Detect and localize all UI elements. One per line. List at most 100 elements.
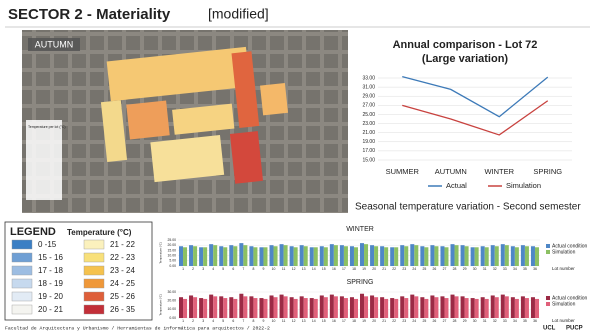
x-tick-label: 28 (453, 319, 457, 323)
map-block (230, 131, 263, 184)
bar (491, 245, 495, 266)
bar (249, 246, 253, 266)
bar (324, 247, 328, 266)
bar (360, 243, 364, 266)
bar (310, 298, 314, 318)
x-tick-label: 35 (523, 267, 527, 271)
bar (531, 246, 535, 266)
bar (280, 295, 284, 318)
legend-swatch (84, 279, 104, 288)
bar (511, 246, 515, 266)
x-tick-label: 11 (282, 319, 286, 323)
bar (430, 295, 434, 318)
x-tick-label: 29 (463, 319, 467, 323)
bar (394, 247, 398, 266)
bar (199, 247, 203, 266)
legend-label: 0 -15 (38, 240, 57, 249)
bar (481, 297, 485, 318)
bar (304, 246, 308, 266)
bar (465, 246, 469, 266)
legend-swatch (12, 253, 32, 262)
bar (223, 247, 227, 266)
bar (270, 295, 274, 318)
bar (263, 299, 267, 318)
x-tick-label: WINTER (484, 167, 514, 176)
bar (193, 297, 197, 318)
bar (384, 299, 388, 318)
bar (495, 246, 499, 266)
y-tick-label: 10.00 (168, 253, 177, 257)
x-tick-label: 20 (372, 267, 376, 271)
bar (455, 245, 459, 266)
x-tick-label: 32 (493, 319, 497, 323)
y-tick-label: 19.00 (362, 139, 375, 145)
bar (364, 244, 368, 266)
series-line (402, 77, 548, 117)
map-legend-box (26, 120, 62, 200)
bar (380, 297, 384, 318)
bar (183, 247, 187, 266)
x-tick-label: 6 (232, 319, 234, 323)
bar (404, 246, 408, 266)
bar (209, 244, 213, 266)
bar (310, 247, 314, 266)
bar (330, 295, 334, 318)
section-title: Seasonal temperature variation - Second … (355, 202, 581, 213)
bar (461, 245, 465, 266)
legend-swatch (12, 305, 32, 314)
bar (284, 296, 288, 318)
y-tick-label: 20.00 (168, 243, 177, 247)
bar (179, 297, 183, 318)
bar (300, 296, 304, 318)
legend-swatch (84, 305, 104, 314)
x-tick-label: 18 (352, 267, 356, 271)
bar (320, 295, 324, 318)
y-axis-title: Temperature (°C) (159, 242, 163, 264)
x-tick-label: AUTUMN (435, 167, 467, 176)
bar (189, 295, 193, 318)
legend-label: 25 - 26 (110, 292, 135, 301)
bar (280, 244, 284, 266)
x-tick-label: 10 (272, 319, 276, 323)
bar (344, 246, 348, 266)
x-tick-label: 6 (232, 267, 234, 271)
y-tick-label: 30.00 (168, 290, 177, 294)
bar (330, 244, 334, 266)
x-tick-label: 28 (453, 267, 457, 271)
bar (481, 246, 485, 266)
legend-swatch (84, 266, 104, 275)
bar (535, 299, 539, 318)
bar (440, 246, 444, 266)
x-tick-label: 33 (503, 267, 507, 271)
bar (274, 297, 278, 318)
footer-logo: PUCP (566, 326, 583, 332)
bar (370, 295, 374, 318)
legend-swatch (12, 240, 32, 249)
legend-label: 24 - 25 (110, 279, 135, 288)
y-tick-label: 31.00 (362, 84, 375, 90)
x-tick-label: 15 (322, 319, 326, 323)
bar (455, 296, 459, 318)
legend-swatch (84, 253, 104, 262)
bar (229, 297, 233, 318)
bar (203, 247, 207, 266)
bar (314, 247, 318, 266)
bar (515, 247, 519, 266)
x-tick-label: 29 (463, 267, 467, 271)
y-tick-label: 5.00 (169, 259, 176, 263)
x-tick-label: 17 (342, 319, 346, 323)
x-tick-label: 21 (382, 267, 386, 271)
legend-swatch (12, 266, 32, 275)
bar (223, 298, 227, 318)
x-tick-label: 23 (402, 319, 406, 323)
x-tick-label: 20 (372, 319, 376, 323)
x-tick-label: 18 (352, 319, 356, 323)
x-tick-label: 11 (282, 267, 286, 271)
chart-subtitle: (Large variation) (422, 53, 509, 65)
legend-label: 26 - 35 (110, 305, 135, 314)
x-tick-label: 9 (263, 319, 265, 323)
bar (290, 246, 294, 266)
x-tick-label: 32 (493, 267, 497, 271)
bar (420, 246, 424, 266)
y-tick-label: 10.00 (168, 307, 177, 311)
